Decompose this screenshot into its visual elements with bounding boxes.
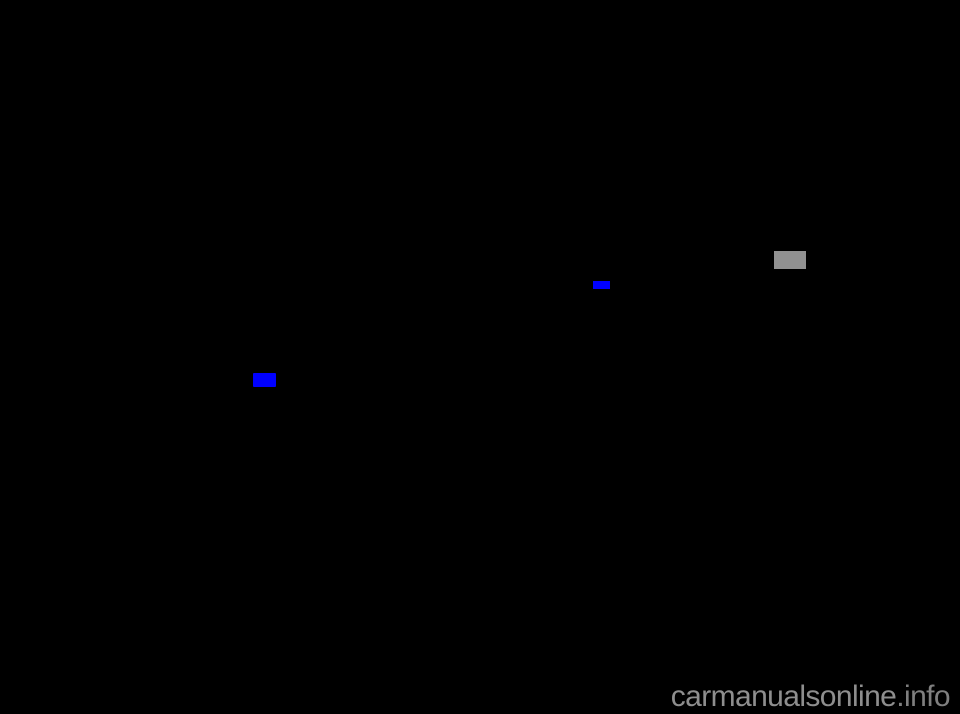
watermark-tld: .info [896, 680, 950, 713]
inline-link-upper[interactable] [593, 281, 610, 289]
inline-link-lower[interactable] [253, 373, 276, 387]
grey-placeholder-block [774, 251, 806, 269]
site-watermark: carmanualsonline.info [670, 680, 951, 713]
watermark-name: carmanualsonline [670, 680, 897, 713]
